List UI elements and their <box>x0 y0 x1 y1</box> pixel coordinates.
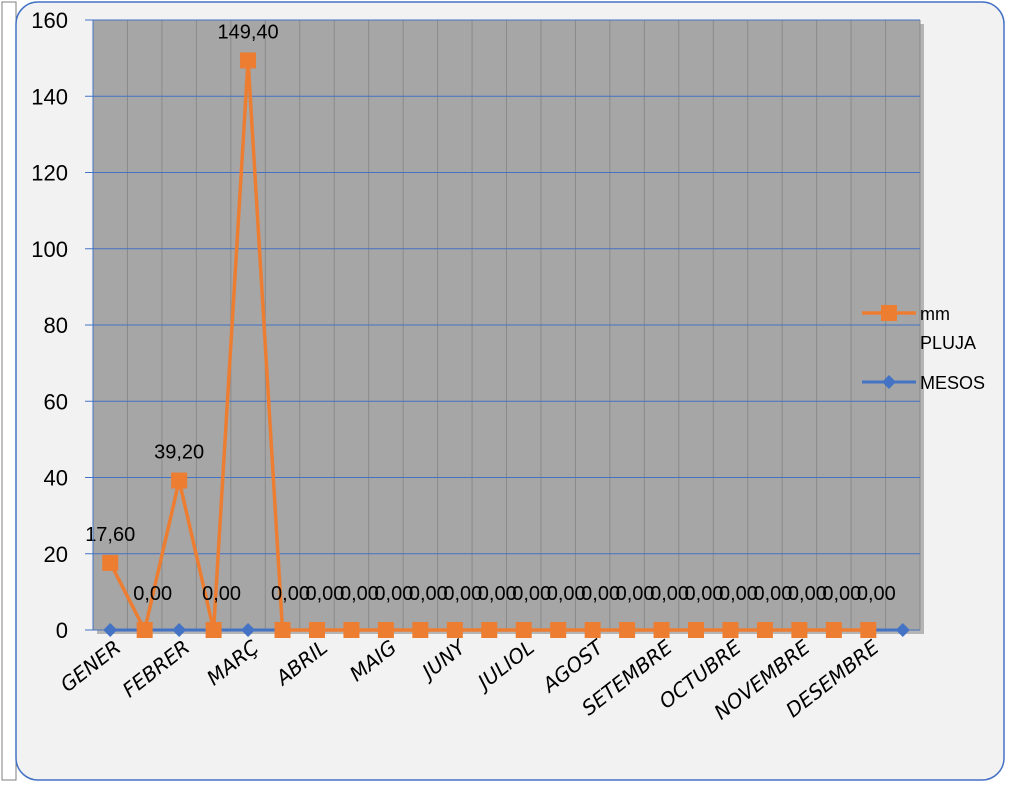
marker-mm-pluja <box>756 622 773 638</box>
y-tick-label: 40 <box>44 466 68 491</box>
marker-mm-pluja <box>515 622 532 638</box>
legend-marker-mesos <box>882 375 896 389</box>
marker-mesos <box>172 623 187 637</box>
data-label: 0,00 <box>443 583 482 605</box>
data-label: 0,00 <box>340 583 379 605</box>
data-label: 0,00 <box>857 583 896 605</box>
data-label: 0,00 <box>306 583 345 605</box>
data-label: 0,00 <box>202 583 241 605</box>
marker-mm-pluja <box>274 622 291 638</box>
data-label: 0,00 <box>547 583 586 605</box>
data-label: 39,20 <box>154 442 204 464</box>
y-tick-label: 0 <box>56 618 68 643</box>
y-tick-label: 20 <box>44 542 68 567</box>
y-tick-label: 100 <box>31 237 68 262</box>
y-tick-label: 160 <box>31 8 68 33</box>
marker-mm-pluja <box>653 622 670 638</box>
left-edge-panel <box>1 1 17 781</box>
marker-mm-pluja <box>825 622 842 638</box>
data-label: 149,40 <box>217 21 278 43</box>
marker-mm-pluja <box>343 622 360 638</box>
marker-mm-pluja <box>308 622 325 638</box>
marker-mm-pluja <box>171 472 188 489</box>
marker-mm-pluja <box>446 622 463 638</box>
data-label: 0,00 <box>650 583 689 605</box>
legend-label-mm-pluja: mm <box>920 304 950 324</box>
data-label: 0,00 <box>512 583 551 605</box>
data-label: 0,00 <box>719 583 758 605</box>
data-label: 0,00 <box>616 583 655 605</box>
legend-label-mm-pluja-line2: PLUJA <box>920 333 976 353</box>
marker-mm-pluja <box>860 622 877 638</box>
data-label: 17,60 <box>85 524 135 546</box>
data-label: 0,00 <box>271 583 310 605</box>
marker-mm-pluja <box>136 622 153 638</box>
marker-mesos <box>103 623 118 637</box>
marker-mm-pluja <box>205 622 222 638</box>
y-tick-label: 80 <box>44 313 68 338</box>
marker-mm-pluja <box>550 622 567 638</box>
y-tick-label: 120 <box>31 161 68 186</box>
data-label: 0,00 <box>788 583 827 605</box>
legend-label-mesos: MESOS <box>920 373 985 393</box>
y-tick-label: 140 <box>31 84 68 109</box>
y-tick-label: 60 <box>44 389 68 414</box>
data-label: 0,00 <box>133 583 172 605</box>
marker-mm-pluja <box>102 554 119 571</box>
data-label: 0,00 <box>478 583 517 605</box>
data-label: 0,00 <box>581 583 620 605</box>
data-label: 0,00 <box>374 583 413 605</box>
legend-marker-mm-pluja <box>881 305 897 321</box>
marker-mm-pluja <box>412 622 429 638</box>
marker-mm-pluja <box>584 622 601 638</box>
marker-mm-pluja <box>688 622 705 638</box>
marker-mesos <box>241 623 256 637</box>
marker-mm-pluja <box>377 622 394 638</box>
marker-mm-pluja <box>240 52 257 69</box>
data-label: 0,00 <box>685 583 724 605</box>
marker-mm-pluja <box>481 622 498 638</box>
marker-mesos <box>895 623 910 637</box>
marker-mm-pluja <box>619 622 636 638</box>
data-label: 0,00 <box>409 583 448 605</box>
data-label: 0,00 <box>753 583 792 605</box>
marker-mm-pluja <box>722 622 739 638</box>
data-label: 0,00 <box>822 583 861 605</box>
marker-mm-pluja <box>791 622 808 638</box>
